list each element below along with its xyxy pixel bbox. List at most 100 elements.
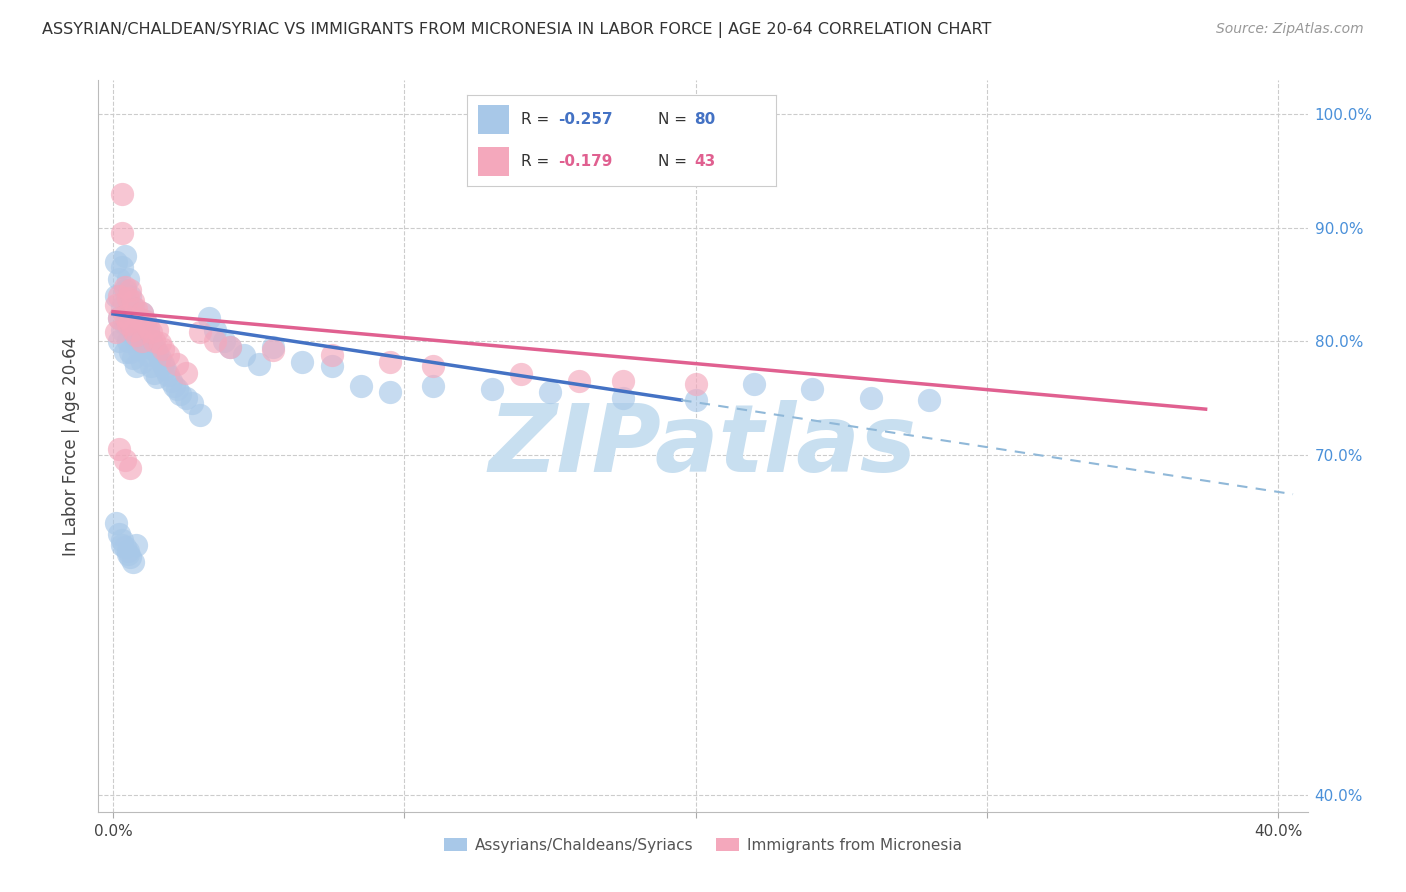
Point [104,516,127,530]
Legend: Assyrians/Chaldeans/Syriacs, Immigrants from Micronesia: Assyrians/Chaldeans/Syriacs, Immigrants … [439,831,967,859]
Point [134,340,156,354]
Point [125,538,148,552]
Point [149,351,172,365]
Point [142,340,165,354]
Point [108,311,131,326]
Point [108,334,131,348]
Point [117,291,139,305]
Point [291,354,314,368]
Point [128,317,150,331]
Point [122,323,145,337]
Point [262,340,284,354]
Point [131,306,153,320]
Point [120,317,142,331]
Text: ASSYRIAN/CHALDEAN/SYRIAC VS IMMIGRANTS FROM MICRONESIA IN LABOR FORCE | AGE 20-6: ASSYRIAN/CHALDEAN/SYRIAC VS IMMIGRANTS F… [42,22,991,38]
Point [122,294,145,309]
Point [204,334,226,348]
Point [180,396,202,410]
Point [321,348,343,362]
Point [612,391,634,405]
Point [136,348,159,362]
Point [114,317,136,331]
Point [152,342,174,356]
Point [139,359,162,373]
Point [104,325,127,339]
Point [131,354,153,368]
Point [685,393,707,408]
Point [120,283,142,297]
Point [190,408,212,422]
Point [114,345,136,359]
Point [111,260,134,275]
Point [104,298,127,312]
Point [142,366,165,380]
Text: Source: ZipAtlas.com: Source: ZipAtlas.com [1216,22,1364,37]
Point [104,254,127,268]
Point [120,549,142,564]
Point [117,271,139,285]
Point [131,334,153,348]
Point [139,334,162,348]
Point [422,379,444,393]
Point [321,359,343,373]
Text: ZIPatlas: ZIPatlas [489,400,917,492]
Point [114,309,136,323]
Point [120,461,142,475]
Point [218,340,240,354]
Point [114,283,136,297]
Point [422,359,444,373]
Point [378,385,401,400]
Point [111,227,134,241]
Point [114,453,136,467]
Point [160,374,183,388]
Point [612,374,634,388]
Point [128,311,150,326]
Point [538,385,561,400]
Point [125,311,148,326]
Point [155,362,177,376]
Point [136,320,159,334]
Point [145,370,167,384]
Point [198,311,221,326]
Point [136,325,159,339]
Point [145,323,167,337]
Point [111,186,134,201]
Point [122,325,145,339]
Point [212,334,235,348]
Point [108,442,131,456]
Point [104,289,127,303]
Point [108,289,131,303]
Point [120,314,142,328]
Point [190,325,212,339]
Point [481,382,503,396]
Point [218,340,240,354]
Point [157,368,180,383]
Point [142,334,165,348]
Point [801,382,824,396]
Point [120,289,142,303]
Point [114,279,136,293]
Point [111,533,134,547]
Point [125,302,148,317]
Point [108,311,131,326]
Point [134,314,156,328]
Point [111,538,134,552]
Point [568,374,591,388]
Point [262,343,284,358]
Y-axis label: In Labor Force | Age 20-64: In Labor Force | Age 20-64 [62,336,80,556]
Point [131,306,153,320]
Point [131,328,153,343]
Point [149,336,172,351]
Point [122,351,145,365]
Point [139,325,162,339]
Point [247,357,270,371]
Point [152,357,174,371]
Point [117,334,139,348]
Point [233,348,256,362]
Point [122,555,145,569]
Point [157,348,180,362]
Point [125,328,148,343]
Point [114,249,136,263]
Point [117,544,139,558]
Point [108,527,131,541]
